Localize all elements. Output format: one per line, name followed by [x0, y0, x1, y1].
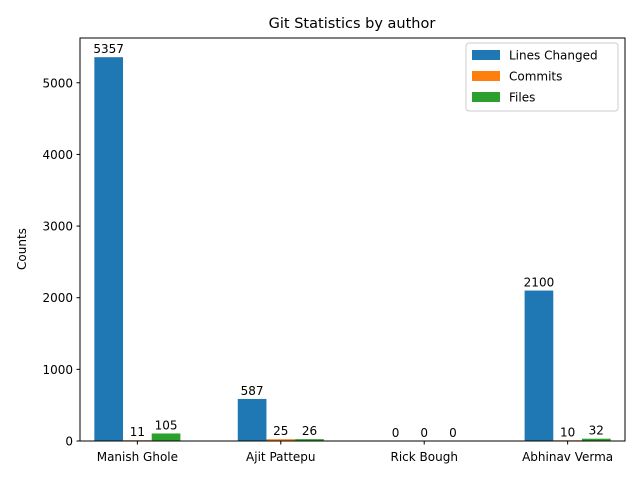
- bar: [94, 57, 124, 441]
- bar: [266, 439, 296, 441]
- y-tick-label: 1000: [42, 363, 73, 377]
- x-tick-label: Ajit Pattepu: [246, 450, 315, 464]
- bar-labels-layer: 5357 587 0 2100 11 25 0 10 105 26 0 32: [93, 42, 604, 440]
- bar-value-label: 587: [241, 384, 264, 398]
- legend-label: Files: [509, 91, 535, 105]
- bar: [237, 398, 267, 441]
- bar: [151, 433, 181, 441]
- legend-frame: [465, 42, 619, 112]
- y-axis-label: Counts: [15, 228, 29, 270]
- bar-value-label: 11: [130, 425, 145, 439]
- legend-label: Commits: [509, 70, 562, 84]
- bars-layer: [94, 57, 611, 441]
- y-tick-label: 0: [65, 435, 73, 449]
- plot-frame: [79, 37, 626, 442]
- bar: [524, 290, 554, 441]
- chart-title: Git Statistics by author: [269, 16, 436, 32]
- bar-value-label: 0: [392, 426, 400, 440]
- bar-value-label: 25: [273, 424, 288, 438]
- bar: [581, 438, 611, 441]
- bar-value-label: 32: [589, 424, 604, 438]
- x-tick-label: Rick Bough: [390, 450, 457, 464]
- legend-label: Lines Changed: [509, 49, 598, 63]
- legend-swatch: [472, 92, 500, 102]
- bar-value-label: 0: [449, 426, 457, 440]
- bar-value-label: 0: [420, 426, 428, 440]
- bar-value-label: 26: [302, 424, 317, 438]
- y-axis: 0 1000 2000 3000 4000 5000: [42, 76, 80, 449]
- legend-swatch: [472, 71, 500, 81]
- y-tick-label: 5000: [42, 76, 73, 90]
- x-tick-label: Abhinav Verma: [522, 450, 613, 464]
- y-tick-label: 3000: [42, 220, 73, 234]
- bar-value-label: 10: [560, 425, 575, 439]
- y-tick-label: 4000: [42, 148, 73, 162]
- legend: Lines Changed Commits Files: [465, 42, 619, 112]
- x-axis: Manish Ghole Ajit Pattepu Rick Bough Abhina…: [97, 441, 613, 464]
- bar-value-label: 105: [155, 418, 178, 432]
- bar-value-label: 5357: [93, 42, 124, 56]
- bar: [295, 439, 324, 441]
- x-tick-label: Manish Ghole: [97, 450, 178, 464]
- bar-value-label: 2100: [524, 276, 555, 290]
- y-tick-label: 2000: [42, 291, 73, 305]
- legend-swatch: [472, 50, 500, 60]
